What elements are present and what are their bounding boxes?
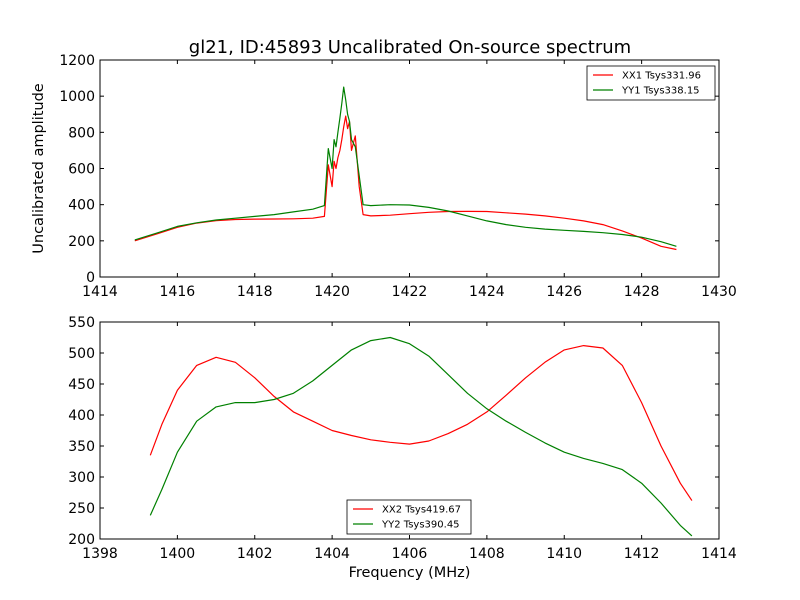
legend-box (586, 65, 716, 101)
y-tick-label: 200 (68, 532, 95, 548)
y-tick-label: 0 (86, 270, 95, 286)
series-line-xx2 (149, 345, 693, 501)
x-tick-label: 1430 (701, 284, 737, 300)
x-axis-label: Frequency (MHz) (349, 565, 471, 581)
x-tick-label: 1422 (392, 284, 428, 300)
x-tick-label: 1400 (160, 546, 196, 562)
legend-entry: YY2 Tsys390.45 (381, 520, 460, 531)
series-line-xx1 (134, 115, 677, 251)
y-tick-label: 800 (68, 125, 95, 141)
x-tick-label: 1416 (160, 284, 196, 300)
x-tick-label: 1406 (392, 546, 428, 562)
y-tick-label: 250 (68, 501, 95, 517)
y-tick-label: 350 (68, 439, 95, 455)
x-tick-label: 1404 (314, 546, 350, 562)
y-tick-label: 600 (68, 162, 95, 178)
x-tick-label: 1412 (624, 546, 660, 562)
legend-box (346, 499, 472, 535)
x-tick-label: 1424 (469, 284, 505, 300)
y-axis-label: Uncalibrated amplitude (31, 83, 47, 254)
x-tick-label: 1398 (82, 546, 118, 562)
series-line-yy1 (134, 86, 677, 247)
x-tick-label: 1426 (546, 284, 582, 300)
chart-title: gl21, ID:45893 Uncalibrated On-source sp… (189, 37, 631, 58)
legend-entry: XX2 Tsys419.67 (382, 505, 461, 516)
x-tick-label: 1408 (469, 546, 505, 562)
y-tick-label: 200 (68, 234, 95, 250)
y-tick-label: 500 (68, 346, 95, 362)
x-tick-label: 1428 (624, 284, 660, 300)
y-tick-label: 1200 (59, 53, 95, 69)
x-tick-label: 1410 (546, 546, 582, 562)
x-tick-label: 1418 (237, 284, 273, 300)
x-tick-label: 1402 (237, 546, 273, 562)
y-tick-label: 400 (68, 198, 95, 214)
legend-entry: YY1 Tsys338.15 (621, 86, 700, 97)
bottom-plot: 1398 1400 1402 1404 1406 1408 1410 1412 1414 200 2… (68, 315, 737, 581)
y-tick-label: 400 (68, 408, 95, 424)
x-tick-label: 1414 (701, 546, 737, 562)
y-tick-label: 550 (68, 315, 95, 331)
x-tick-label: 1420 (314, 284, 350, 300)
legend-entry: XX1 Tsys331.96 (622, 71, 701, 82)
legend: XX2 Tsys419.67 YY2 Tsys390.45 (346, 499, 472, 535)
x-tick-label: 1414 (82, 284, 118, 300)
legend: XX1 Tsys331.96 YY1 Tsys338.15 (586, 65, 716, 101)
y-tick-label: 1000 (59, 89, 95, 105)
y-tick-label: 450 (68, 377, 95, 393)
y-tick-label: 300 (68, 470, 95, 486)
series-line-yy2 (149, 336, 693, 537)
top-plot: 1414 1416 1418 1420 1422 1424 1426 1428 1430 0 200… (31, 53, 737, 300)
